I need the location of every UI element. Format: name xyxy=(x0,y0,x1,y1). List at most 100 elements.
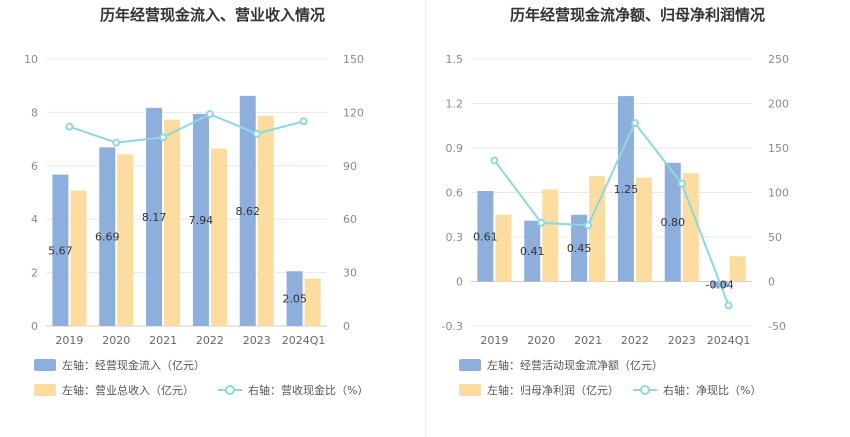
bar-primary xyxy=(571,214,588,282)
panel-divider xyxy=(425,0,426,437)
chart-title: 历年经营现金流净额、归母净利润情况 xyxy=(509,6,765,24)
y-right-tick-label: -50 xyxy=(768,320,786,333)
bar-secondary xyxy=(542,189,559,282)
bar-primary xyxy=(617,96,634,282)
chart-panel-right: 历年经营现金流净额、归母净利润情况 -0.3 0 0.3 0.6 0.9 1.2 1.5 -5… xyxy=(425,0,850,437)
data-label: 1.25 xyxy=(614,183,639,196)
legend-label: 左轴：经营现金流入（亿元） xyxy=(62,358,205,372)
bar-primary xyxy=(192,114,209,326)
x-tick-label: 2024Q1 xyxy=(707,334,751,347)
data-label: 5.67 xyxy=(48,244,73,257)
x-tick-label: 2022 xyxy=(196,334,224,347)
y-right-tick-label: 90 xyxy=(343,160,357,173)
ratio-point xyxy=(205,110,214,119)
y-right-tick-label: 100 xyxy=(768,187,789,200)
legend-swatch xyxy=(459,384,481,396)
y-right-tick-label: 30 xyxy=(343,267,357,280)
bar-primary xyxy=(286,271,303,326)
y-right-tick-label: 120 xyxy=(343,106,364,119)
bar-secondary xyxy=(589,176,606,282)
ratio-point xyxy=(630,119,639,128)
y-left-tick-label: 1.2 xyxy=(446,98,464,111)
legend-label: 右轴：净现比（%） xyxy=(663,383,761,397)
y-left-tick-label: 10 xyxy=(24,53,38,66)
bar-secondary xyxy=(635,177,652,282)
ratio-point xyxy=(65,122,74,131)
y-left-tick-label: 4 xyxy=(31,213,38,226)
ratio-point xyxy=(299,117,308,126)
bar-secondary xyxy=(210,148,227,326)
legend-label: 左轴：经营活动现金流净额（亿元） xyxy=(487,358,663,372)
y-right-tick-label: 0 xyxy=(343,320,350,333)
y-right-tick-label: 0 xyxy=(768,276,775,289)
ratio-point xyxy=(724,301,733,310)
data-label: 0.45 xyxy=(567,242,592,255)
ratio-point xyxy=(537,218,546,227)
y-left-tick-label: 8 xyxy=(31,106,38,119)
bar-primary xyxy=(664,162,681,282)
ratio-line xyxy=(69,113,304,144)
data-label: 2.05 xyxy=(282,293,307,306)
data-label: 8.17 xyxy=(142,211,167,224)
bar-secondary xyxy=(304,278,321,326)
x-tick-label: 2024Q1 xyxy=(282,334,326,347)
y-left-tick-label: 0.6 xyxy=(446,187,464,200)
legend-swatch xyxy=(34,359,56,371)
chart-svg-left: 0 2 4 6 8 10 0 30 60 90 120 150 2019 2020 2021 2022 2023… xyxy=(24,53,368,397)
data-label: 7.94 xyxy=(189,214,214,227)
legend-swatch-marker xyxy=(225,385,235,395)
ratio-point xyxy=(490,156,499,165)
legend-label: 右轴：营收现金比（%） xyxy=(248,383,368,397)
bar-secondary xyxy=(729,256,746,282)
chart-svg-right: -0.3 0 0.3 0.6 0.9 1.2 1.5 -50 0 50 100 150 200 250 20… xyxy=(442,53,789,397)
ratio-point xyxy=(112,138,121,147)
x-tick-label: 2019 xyxy=(55,334,83,347)
x-tick-label: 2023 xyxy=(243,334,271,347)
y-right-tick-label: 150 xyxy=(343,53,364,66)
ratio-point xyxy=(584,221,593,230)
x-tick-label: 2021 xyxy=(149,334,177,347)
y-left-tick-label: 2 xyxy=(31,267,38,280)
data-label: 0.41 xyxy=(520,245,545,258)
x-tick-label: 2020 xyxy=(527,334,555,347)
legend-label: 左轴：归母净利润（亿元） xyxy=(487,383,619,397)
chart-title: 历年经营现金流入、营业收入情况 xyxy=(99,6,325,24)
x-tick-label: 2023 xyxy=(668,334,696,347)
bar-secondary xyxy=(495,214,512,282)
chart-panel-left: 历年经营现金流入、营业收入情况 0 2 4 6 8 10 0 30 60 90 120 150 2019… xyxy=(24,6,368,397)
legend-swatch xyxy=(34,384,56,396)
legend-swatch-marker xyxy=(640,385,650,395)
data-label: 6.69 xyxy=(95,231,120,244)
bar-primary xyxy=(146,107,163,327)
y-right-tick-label: 150 xyxy=(768,142,789,155)
y-left-tick-label: 0 xyxy=(456,276,463,289)
bar-secondary xyxy=(70,190,87,326)
data-label: 8.62 xyxy=(236,205,261,218)
legend-label: 左轴：营业总收入（亿元） xyxy=(62,383,194,397)
y-left-tick-label: 0.9 xyxy=(446,142,464,155)
ratio-point xyxy=(252,129,261,138)
ratio-point xyxy=(677,179,686,188)
data-label: 0.80 xyxy=(661,216,686,229)
bar-secondary xyxy=(682,173,699,282)
x-tick-label: 2021 xyxy=(574,334,602,347)
y-right-tick-label: 50 xyxy=(768,231,782,244)
bar-primary xyxy=(477,191,494,282)
bar-primary xyxy=(52,174,69,326)
y-right-tick-label: 250 xyxy=(768,53,789,66)
bar-primary xyxy=(99,147,116,326)
ratio-point xyxy=(159,133,168,142)
y-left-tick-label: 1.5 xyxy=(446,53,464,66)
y-left-tick-label: 6 xyxy=(31,160,38,173)
ratio-line xyxy=(493,121,730,306)
y-right-tick-label: 60 xyxy=(343,213,357,226)
bar-secondary xyxy=(117,154,134,326)
y-right-tick-label: 200 xyxy=(768,98,789,111)
data-label: 0.61 xyxy=(473,230,498,243)
data-label: -0.04 xyxy=(705,278,733,291)
y-left-tick-label: 0 xyxy=(31,320,38,333)
bar-secondary xyxy=(257,115,274,326)
x-tick-label: 2020 xyxy=(102,334,130,347)
legend-swatch xyxy=(459,359,481,371)
y-left-tick-label: -0.3 xyxy=(442,320,463,333)
